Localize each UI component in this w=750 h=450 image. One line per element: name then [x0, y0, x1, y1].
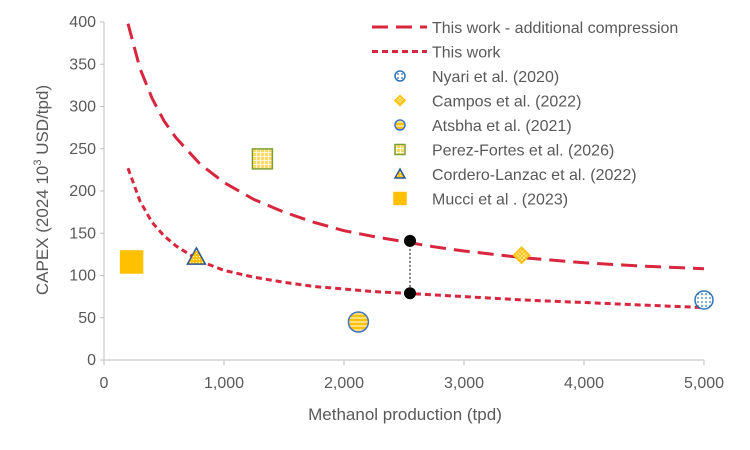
y-tick-label: 350: [69, 56, 96, 73]
connector-point-top: [404, 234, 416, 247]
y-axis-title-sup: 3: [32, 160, 44, 166]
x-tick-label: 3,000: [444, 375, 484, 392]
legend-swatch-point-4: [393, 167, 407, 179]
y-tick-label: 50: [78, 310, 96, 327]
curve-0: [126, 23, 705, 271]
x-axis-title: Methanol production (tpd): [308, 405, 502, 424]
legend-label: Campos et al. (2022): [432, 94, 581, 111]
y-tick-label: 0: [87, 352, 96, 369]
connector-point-bottom: [404, 287, 416, 300]
data-point-0: [694, 290, 714, 310]
y-tick-label: 300: [69, 99, 96, 116]
y-tick-label: 200: [69, 183, 96, 200]
legend-label: Nyari et al. (2020): [432, 69, 559, 86]
legend-swatch-point-0: [394, 70, 406, 82]
y-axis-title-main: CAPEX (2024 10: [33, 166, 52, 295]
data-point-1: [512, 246, 531, 265]
legend-label: This work: [432, 45, 501, 62]
legend-swatch-point-2: [394, 119, 406, 131]
curve-1: [126, 167, 705, 310]
curves: [126, 23, 705, 310]
x-tick-label: 0: [100, 375, 109, 392]
legend-swatch-point-5: [393, 191, 407, 206]
x-tick-label: 4,000: [564, 375, 604, 392]
legend-label: Cordero-Lanzac et al. (2022): [432, 167, 637, 184]
y-axis-title: CAPEX (2024 103 USD/tpd): [32, 85, 52, 295]
data-point-3: [251, 148, 274, 170]
legend-label: Mucci et al . (2023): [432, 192, 568, 209]
y-axis-title-tail: USD/tpd): [33, 85, 52, 160]
data-point-4: [186, 246, 207, 265]
legend-label: Atsbha et al. (2021): [432, 118, 572, 135]
legend: This work - additional compression This w…: [372, 20, 678, 209]
axes: 0 50 100 150 200 250 300 350 400 0 1,000 2,000 3,000…: [69, 14, 724, 392]
data-point-2: [347, 311, 370, 333]
y-tick-label: 100: [69, 268, 96, 285]
x-tick-label: 2,000: [324, 375, 364, 392]
legend-label: This work - additional compression: [432, 20, 678, 37]
y-tick-label: 150: [69, 225, 96, 242]
legend-label: Perez-Fortes et al. (2026): [432, 143, 614, 160]
x-tick-label: 5,000: [684, 375, 724, 392]
data-point-5: [119, 250, 144, 274]
x-tick-label: 1,000: [204, 375, 244, 392]
y-tick-label: 400: [69, 14, 96, 31]
legend-swatch-point-1: [393, 94, 407, 107]
data-points: [119, 148, 714, 333]
connector: [404, 234, 416, 300]
legend-swatch-point-3: [394, 143, 406, 156]
y-tick-label: 250: [69, 141, 96, 158]
